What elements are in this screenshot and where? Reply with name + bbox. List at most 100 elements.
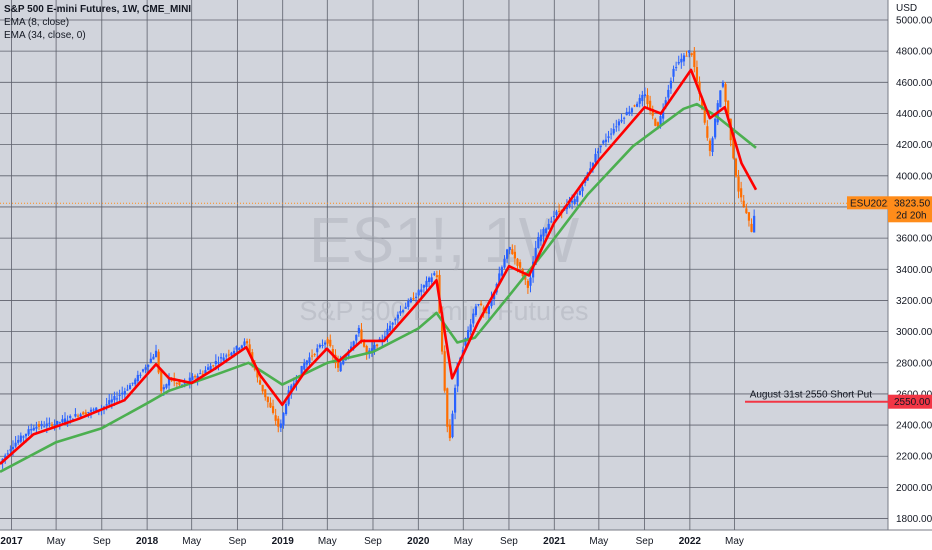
last-price-tag[interactable]: ESU2022 3823.50 2d 20h [847,196,932,223]
candle-body [394,318,397,321]
candle-body [342,359,345,365]
candle-body [84,412,87,415]
ema-fast-legend[interactable]: EMA (8, close) [4,17,70,28]
price-axis-tick: 2000.00 [896,483,932,494]
ema-slow-legend[interactable]: EMA (34, close, 0) [4,30,86,41]
candle-body [682,55,686,62]
candle-body [505,249,509,259]
candle-body [66,420,69,423]
time-axis-tick: May [318,536,337,547]
price-axis-panel[interactable] [888,0,932,530]
price-axis-tick: 4800.00 [896,47,932,58]
candle-body [753,215,756,233]
candle-body [443,351,446,391]
candle-body [651,108,654,116]
candle-body [667,89,670,98]
candle-body [45,423,48,427]
candle-body [58,422,61,424]
price-axis-tick: 4400.00 [896,109,932,120]
series-lines [0,68,758,473]
candle-body [698,81,701,94]
candle-body [365,346,368,355]
ema-fast-line [0,68,758,465]
time-axis-panel[interactable] [0,530,932,550]
candle-body [349,346,353,351]
candle-body [235,346,238,350]
candle-body [607,136,610,138]
candle-body [243,341,246,346]
candle-body [360,329,363,341]
candle-body [271,406,275,413]
candle-body [222,357,225,361]
candle-body [30,429,33,431]
candle-body [9,449,12,451]
candle-body [430,277,433,282]
time-axis-tick: May [454,536,473,547]
price-tag-box [888,196,932,223]
candle-body [646,95,649,105]
plot-background [0,0,888,530]
candle-body [638,98,641,104]
candle-body [6,453,9,455]
candle-body [435,275,438,278]
candle-body [214,360,217,365]
symbol-title[interactable]: S&P 500 E-mini Futures, 1W, CME_MINI [4,4,192,15]
level-tag-value: 2550.00 [894,397,931,408]
candle-body [141,369,145,372]
candle-body [352,341,355,347]
candle-body [597,151,600,154]
candle-body [714,118,717,138]
candle-body [22,436,25,438]
candle-body [248,344,251,354]
price-axis-tick: 2400.00 [896,421,932,432]
candle-body [144,367,147,370]
price-axis-tick: 3000.00 [896,327,932,338]
candle-body [404,306,407,309]
candle-body [282,412,285,426]
candle-body [131,382,134,384]
candle-body [373,344,376,350]
candle-body [139,374,142,376]
time-axis-tick: Sep [636,536,654,547]
candle-body [664,100,667,107]
candle-body [401,310,405,313]
candle-body [719,90,722,108]
candle-body [534,247,537,265]
price-tag-value: 3823.50 [894,198,931,209]
candle-body [48,422,51,424]
candle-body [199,373,202,375]
candle-body [688,50,691,53]
candle-body [677,61,680,64]
candle-body [659,116,662,126]
candle-body [477,304,480,306]
candle-body [558,210,561,212]
candle-body [573,199,576,204]
candle-body [115,398,119,400]
candle-body [420,289,423,293]
candle-body [464,338,467,346]
price-axis-tick: 3600.00 [896,234,932,245]
candle-body [685,55,688,57]
candle-body [552,215,556,218]
time-axis-tick: 2020 [407,536,430,547]
candle-body [149,358,152,363]
candle-body [414,296,418,299]
candle-body [162,387,165,390]
candle-body [427,277,431,283]
time-axis-tick: 2017 [0,536,23,547]
candle-body [167,377,171,386]
candle-body [188,377,191,383]
candle-body [284,403,288,415]
candle-body [113,396,116,401]
candle-body [456,362,459,387]
candle-body [357,327,360,334]
candle-body [396,314,399,319]
level-tag[interactable]: 2550.00 [888,394,932,409]
candle-body [69,415,72,419]
candle-body [303,363,306,370]
candle-body [225,355,228,357]
candle-body [362,339,366,347]
candle-body [701,97,704,110]
time-axis-tick: 2022 [679,536,702,547]
